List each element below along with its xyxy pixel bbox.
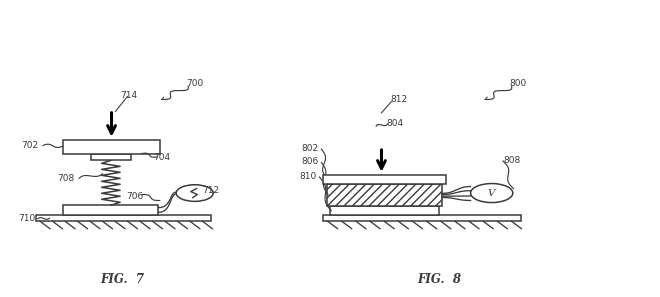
Text: 706: 706 [127,192,144,200]
Text: 708: 708 [57,174,75,183]
Text: V: V [488,189,496,198]
Text: FIG.  8: FIG. 8 [417,273,461,286]
Text: 806: 806 [302,157,319,166]
Bar [327,184,442,206]
Text: 710: 710 [18,214,35,223]
Text: 804: 804 [386,119,403,128]
Text: 810: 810 [299,172,316,181]
Bar [63,205,158,215]
Bar [330,206,439,215]
Text: 808: 808 [503,156,520,165]
Text: 802: 802 [302,144,319,153]
Bar [323,215,521,221]
Text: 812: 812 [391,95,408,104]
Circle shape [471,184,513,203]
Text: 714: 714 [120,91,137,99]
Text: 712: 712 [203,186,220,195]
Circle shape [176,185,213,201]
Text: 700: 700 [186,79,203,88]
Bar [63,140,160,154]
Text: 800: 800 [510,79,527,88]
Text: 704: 704 [153,153,170,162]
Text: 702: 702 [21,141,38,150]
Bar [36,215,211,221]
Text: FIG.  7: FIG. 7 [100,273,144,286]
Bar [323,175,446,184]
Bar [91,154,131,160]
